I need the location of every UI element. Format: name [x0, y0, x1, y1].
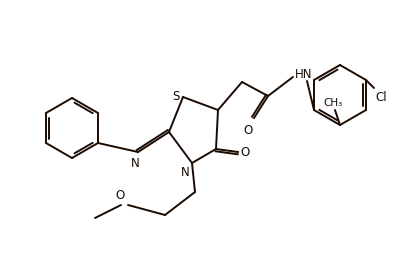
Text: N: N [181, 166, 190, 179]
Text: HN: HN [295, 68, 312, 80]
Text: S: S [173, 89, 180, 103]
Text: O: O [240, 146, 249, 160]
Text: N: N [130, 157, 139, 170]
Text: CH₃: CH₃ [323, 98, 343, 108]
Text: Cl: Cl [375, 91, 387, 104]
Text: O: O [116, 189, 125, 202]
Text: O: O [243, 124, 253, 137]
